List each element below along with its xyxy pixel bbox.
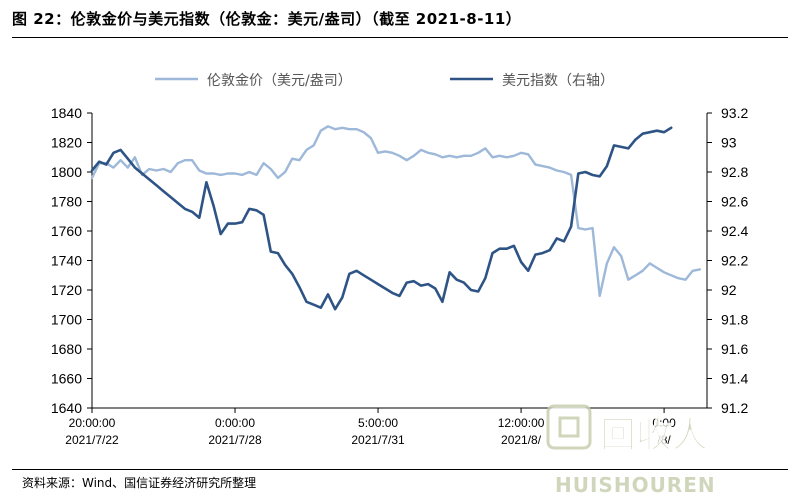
y-right-tick-label: 93.2 bbox=[721, 105, 748, 121]
watermark-logo-inner-icon bbox=[558, 416, 580, 438]
y-right-tick-label: 93 bbox=[721, 135, 737, 151]
y-left-tick-label: 1840 bbox=[51, 105, 82, 121]
x-tick-time-label: 5:00:00 bbox=[358, 416, 398, 430]
y-left-tick-label: 1720 bbox=[51, 282, 82, 298]
watermark-logo-box-icon bbox=[546, 404, 592, 450]
watermark: HUISHOUREN 回收人 bbox=[546, 404, 716, 497]
y-right-tick-label: 91.4 bbox=[721, 371, 748, 387]
watermark-text: HUISHOUREN bbox=[555, 473, 716, 497]
x-tick-time-label: 0:00:00 bbox=[215, 416, 255, 430]
y-left-tick-label: 1640 bbox=[51, 400, 82, 416]
x-tick-time-label: 20:00:00 bbox=[69, 416, 116, 430]
series-line-gold bbox=[90, 125, 701, 298]
y-right-tick-label: 92.6 bbox=[721, 194, 748, 210]
y-right-tick-label: 92.8 bbox=[721, 164, 748, 180]
y-right-tick-label: 92.4 bbox=[721, 223, 748, 239]
legend-item-gold-label: 伦敦金价（美元/盎司） bbox=[207, 73, 352, 89]
y-left-tick-label: 1700 bbox=[51, 312, 82, 328]
y-left-tick-label: 1800 bbox=[51, 164, 82, 180]
figure-title: 图 22：伦敦金价与美元指数（伦敦金：美元/盎司）（截至 2021-8-11） bbox=[12, 10, 522, 28]
y-left-tick-label: 1780 bbox=[51, 194, 82, 210]
y-right-tick-label: 92.2 bbox=[721, 253, 748, 269]
x-tick-date-label: 2021/7/28 bbox=[208, 433, 262, 447]
source-note: 资料来源：Wind、国信证券经济研究所整理 bbox=[22, 476, 257, 490]
source-rule bbox=[12, 469, 788, 470]
x-tick-time-label: 0:00 bbox=[652, 416, 676, 430]
y-right-tick-label: 92 bbox=[721, 282, 737, 298]
y-left-tick-label: 1660 bbox=[51, 371, 82, 387]
watermark-logo-text: 回收人 bbox=[600, 415, 708, 456]
x-tick-time-label: 12:00:00 bbox=[498, 416, 545, 430]
x-tick-date-label: /8/ bbox=[657, 433, 671, 447]
series-layer bbox=[90, 125, 701, 311]
axes-layer: 1640 1660 1680 1700 1720 1740 1760 1780 1800 1820… bbox=[51, 105, 749, 447]
x-tick-date-label: 2021/7/22 bbox=[65, 433, 119, 447]
y-left-tick-label: 1760 bbox=[51, 223, 82, 239]
legend: 伦敦金价（美元/盎司） 美元指数（右轴） bbox=[155, 73, 614, 89]
legend-item-usd-index-label: 美元指数（右轴） bbox=[502, 73, 614, 89]
y-left-tick-label: 1820 bbox=[51, 135, 82, 151]
title-rule bbox=[12, 37, 788, 38]
x-tick-date-label: 2021/8/ bbox=[501, 433, 542, 447]
y-right-tick-label: 91.2 bbox=[721, 400, 748, 416]
x-tick-date-label: 2021/7/31 bbox=[351, 433, 405, 447]
y-left-tick-label: 1680 bbox=[51, 341, 82, 357]
y-right-tick-label: 91.6 bbox=[721, 341, 748, 357]
y-left-tick-label: 1740 bbox=[51, 253, 82, 269]
series-line-usd-index bbox=[90, 126, 673, 311]
y-right-tick-label: 91.8 bbox=[721, 312, 748, 328]
